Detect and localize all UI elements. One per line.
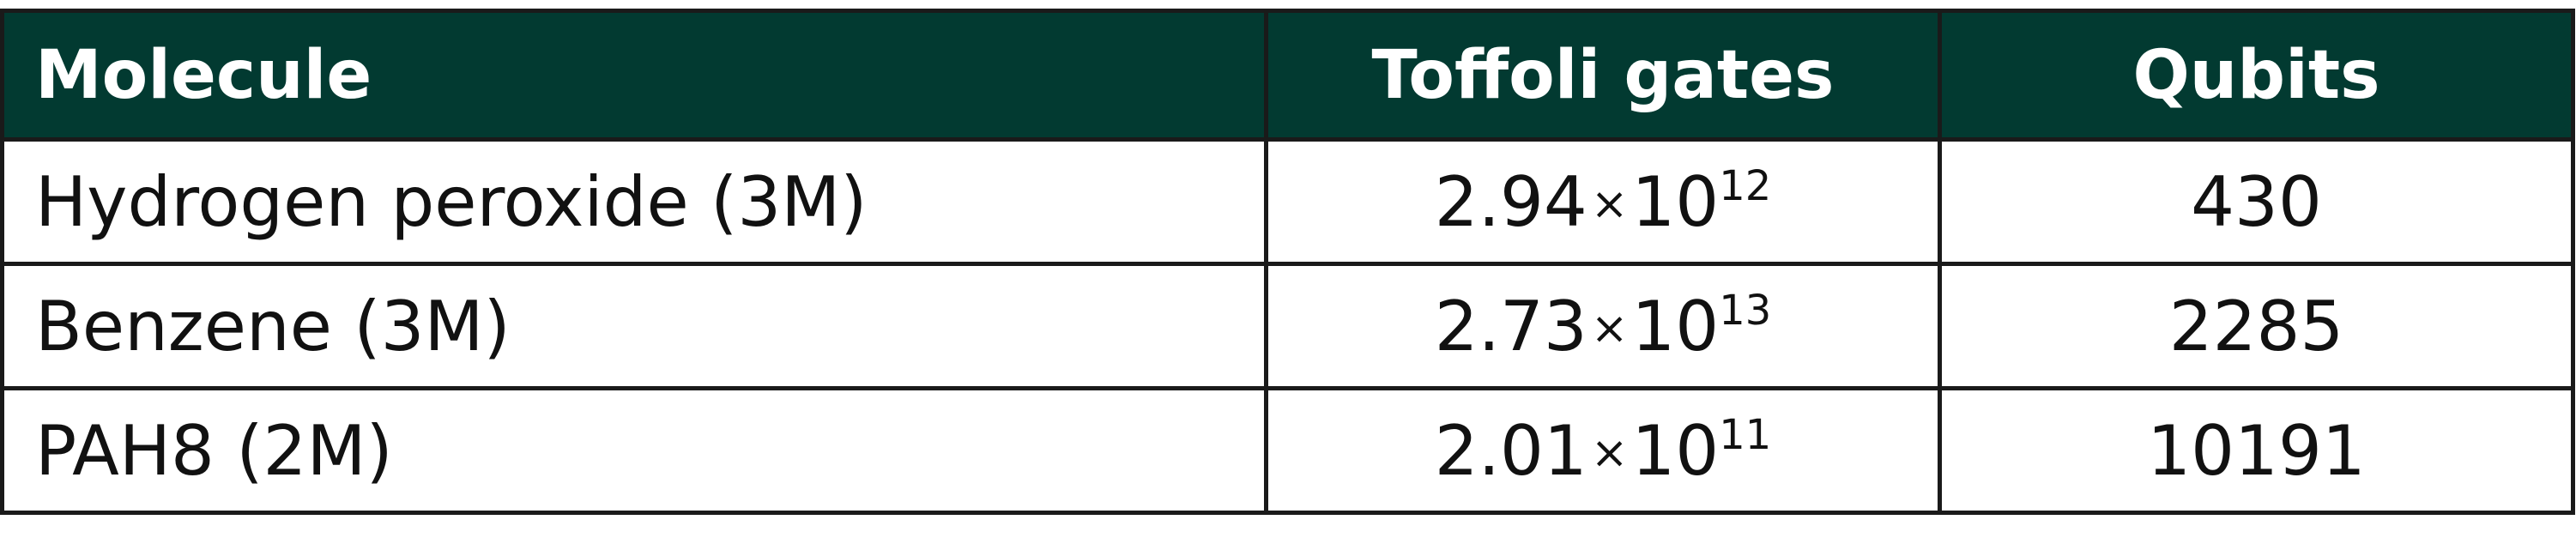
base: 10 bbox=[1631, 286, 1720, 366]
molecule-cell: PAH8 (2M) bbox=[0, 386, 1268, 515]
header-cell: Qubits bbox=[1938, 9, 2575, 142]
table-row: PAH8 (2M) 2.01×1011 10191 bbox=[0, 386, 2575, 515]
exponent: 12 bbox=[1719, 161, 1772, 210]
exponent: 11 bbox=[1719, 410, 1772, 459]
mantissa: 2.01 bbox=[1434, 410, 1587, 491]
header-cell: Molecule bbox=[0, 9, 1268, 142]
times-sign: × bbox=[1590, 302, 1629, 354]
toffoli-cell: 2.73×1013 bbox=[1264, 262, 1942, 390]
qubits-cell: 2285 bbox=[1938, 262, 2575, 390]
toffoli-cell: 2.01×1011 bbox=[1264, 386, 1942, 515]
base: 10 bbox=[1631, 410, 1720, 491]
base: 10 bbox=[1631, 161, 1720, 242]
table-row: Benzene (3M) 2.73×1013 2285 bbox=[0, 262, 2575, 390]
header-row: Molecule Toffoli gates Qubits bbox=[0, 9, 2575, 142]
molecule-cell: Hydrogen peroxide (3M) bbox=[0, 137, 1268, 266]
times-sign: × bbox=[1590, 178, 1629, 230]
table-row: Hydrogen peroxide (3M) 2.94×1012 430 bbox=[0, 137, 2575, 266]
header-cell: Toffoli gates bbox=[1264, 9, 1942, 142]
mantissa: 2.73 bbox=[1434, 286, 1587, 366]
times-sign: × bbox=[1590, 426, 1629, 479]
toffoli-cell: 2.94×1012 bbox=[1264, 137, 1942, 266]
table-body: Hydrogen peroxide (3M) 2.94×1012 430 Benzen… bbox=[0, 137, 2575, 515]
qubits-cell: 430 bbox=[1938, 137, 2575, 266]
qubits-cell: 10191 bbox=[1938, 386, 2575, 515]
mantissa: 2.94 bbox=[1434, 161, 1587, 242]
resource-table: Molecule Toffoli gates Qubits Hydrogen p… bbox=[0, 9, 2575, 515]
table-header: Molecule Toffoli gates Qubits bbox=[0, 9, 2575, 142]
molecule-cell: Benzene (3M) bbox=[0, 262, 1268, 390]
exponent: 13 bbox=[1719, 286, 1772, 335]
